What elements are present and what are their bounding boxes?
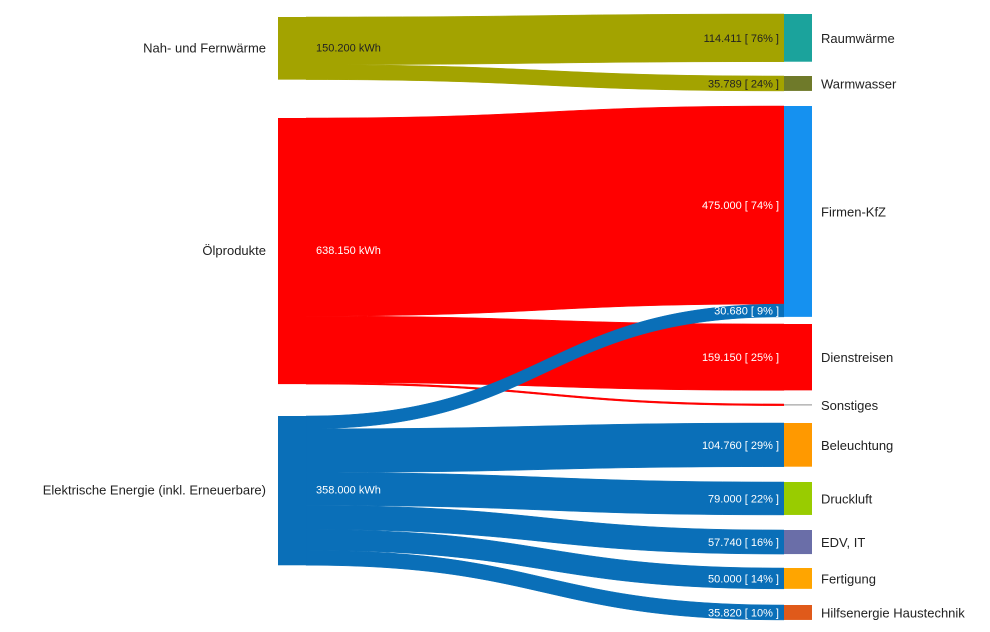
target-label-hilfsenergie: Hilfsenergie Haustechnik: [821, 605, 965, 620]
flow-label-fernwaerme-to-warmwasser: 35.789 [ 24% ]: [708, 78, 779, 90]
source-value-strom: 358.000 kWh: [316, 485, 381, 497]
target-node-warmwasser: [784, 76, 812, 91]
source-node-fernwaerme: [278, 17, 306, 80]
target-node-hilfsenergie: [784, 605, 812, 620]
target-node-beleuchtung: [784, 423, 812, 467]
source-value-oel: 638.150 kWh: [316, 245, 381, 257]
flow-label-strom-to-fertigung: 50.000 [ 14% ]: [708, 573, 779, 585]
source-label-strom: Elektrische Energie (inkl. Erneuerbare): [43, 483, 266, 498]
target-node-druckluft: [784, 482, 812, 515]
flow-strom-to-hilfsenergie: [305, 550, 785, 621]
source-value-fernwaerme: 150.200 kWh: [316, 42, 381, 54]
target-node-dienstreisen: [784, 324, 812, 391]
flow-label-strom-to-kfz: 30.680 [ 9% ]: [714, 305, 779, 317]
flow-label-fernwaerme-to-raumwaerme: 114.411 [ 76% ]: [704, 33, 779, 45]
flow-strom-to-edv: [305, 505, 785, 555]
target-node-edv: [784, 530, 812, 555]
source-node-oel: [278, 118, 306, 385]
source-label-fernwaerme: Nah- und Fernwärme: [143, 40, 266, 55]
target-label-raumwaerme: Raumwärme: [821, 31, 895, 46]
labels-layer: Nah- und Fernwärme 150.200 kWh Ölprodukte 6…: [43, 31, 966, 621]
flow-strom-to-beleuchtung: [305, 422, 785, 473]
flows-layer: [305, 13, 785, 621]
target-label-beleuchtung: Beleuchtung: [821, 438, 893, 453]
target-label-druckluft: Druckluft: [821, 491, 873, 506]
target-label-sonstiges: Sonstiges: [821, 398, 879, 413]
flow-label-strom-to-druckluft: 79.000 [ 22% ]: [708, 493, 779, 505]
flow-label-strom-to-edv: 57.740 [ 16% ]: [708, 537, 779, 549]
target-label-fertigung: Fertigung: [821, 571, 876, 586]
source-node-strom: [278, 416, 306, 566]
flow-label-oel-to-dienstreisen: 159.150 [ 25% ]: [702, 352, 779, 364]
target-label-dienstreisen: Dienstreisen: [821, 350, 893, 365]
flow-label-oel-to-kfz: 475.000 [ 74% ]: [702, 200, 779, 212]
target-node-raumwaerme: [784, 14, 812, 62]
target-node-kfz: [784, 106, 812, 317]
flow-label-strom-to-hilfsenergie: 35.820 [ 10% ]: [708, 607, 779, 619]
nodes-layer: [278, 14, 812, 620]
target-node-sonstiges: [784, 404, 812, 406]
flow-oel-to-dienstreisen: [305, 315, 785, 391]
source-label-oel: Ölprodukte: [202, 243, 266, 258]
flow-label-strom-to-beleuchtung: 104.760 [ 29% ]: [702, 440, 779, 452]
target-label-kfz: Firmen-KfZ: [821, 204, 886, 219]
target-node-fertigung: [784, 568, 812, 589]
target-label-warmwasser: Warmwasser: [821, 76, 897, 91]
target-label-edv: EDV, IT: [821, 535, 865, 550]
flow-strom-to-kfz: [305, 303, 785, 430]
